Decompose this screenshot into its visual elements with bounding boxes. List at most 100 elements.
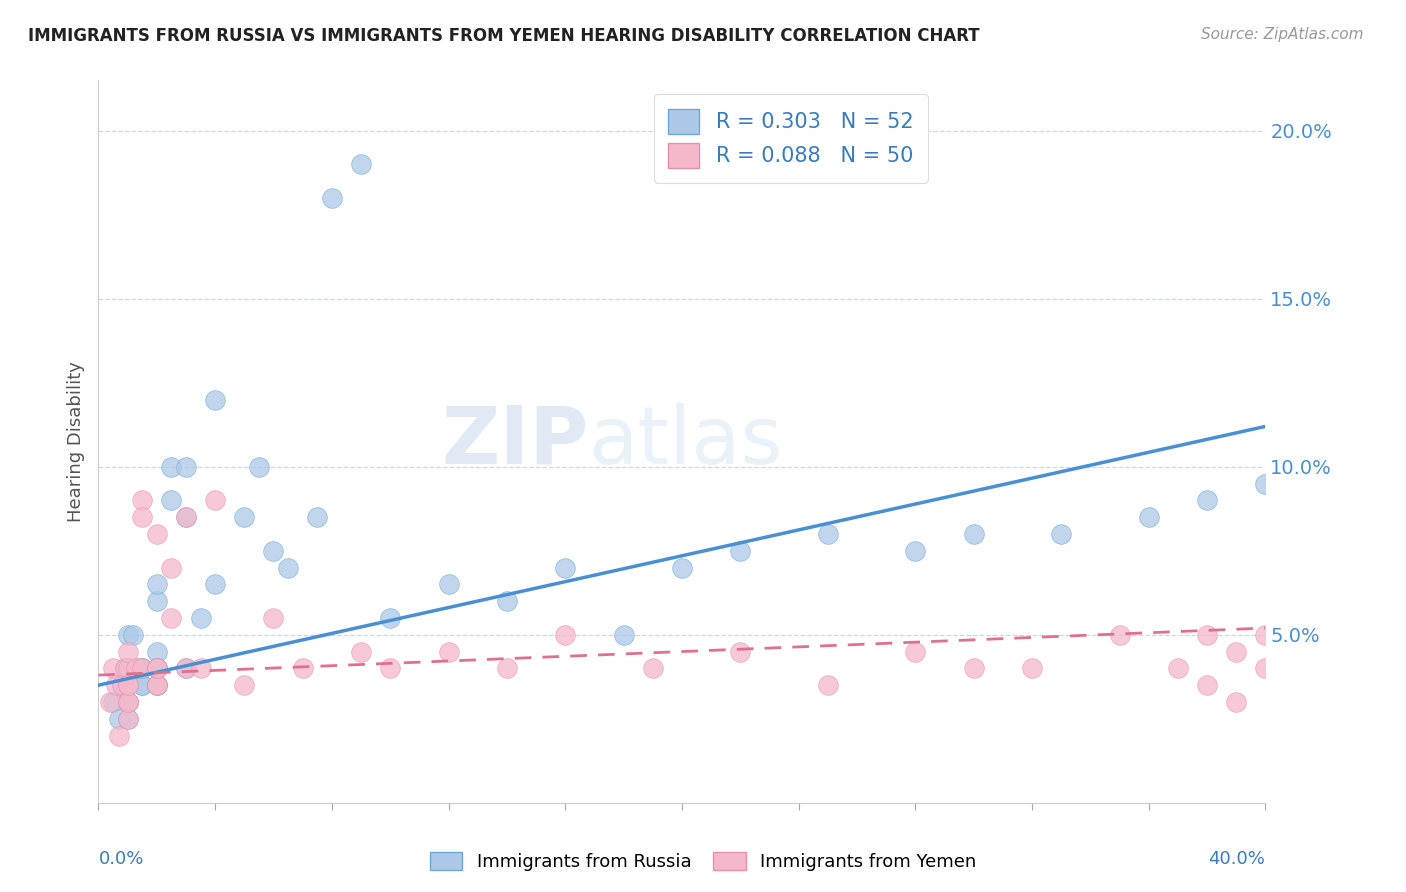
Point [117, 695, 139, 709]
Point [204, 392, 226, 407]
Point [437, 644, 460, 658]
Point [131, 678, 153, 692]
Point [174, 459, 197, 474]
Point [122, 628, 145, 642]
Point [160, 611, 183, 625]
Point [117, 644, 139, 658]
Point [117, 678, 139, 692]
Point [1254, 476, 1277, 491]
Text: Source: ZipAtlas.com: Source: ZipAtlas.com [1201, 27, 1364, 42]
Point [380, 661, 402, 675]
Point [104, 678, 127, 692]
Point [174, 510, 197, 524]
Point [131, 661, 153, 675]
Point [1254, 628, 1277, 642]
Point [233, 510, 256, 524]
Point [117, 712, 139, 726]
Point [146, 661, 169, 675]
Point [1167, 661, 1189, 675]
Legend: R = 0.303   N = 52, R = 0.088   N = 50: R = 0.303 N = 52, R = 0.088 N = 50 [654, 95, 928, 183]
Point [291, 661, 314, 675]
Point [131, 678, 153, 692]
Text: 40.0%: 40.0% [1209, 850, 1265, 868]
Point [496, 661, 519, 675]
Point [146, 644, 169, 658]
Point [1225, 695, 1247, 709]
Point [117, 695, 139, 709]
Point [146, 678, 169, 692]
Point [131, 661, 153, 675]
Text: atlas: atlas [589, 402, 783, 481]
Point [1195, 678, 1218, 692]
Point [108, 712, 131, 726]
Point [146, 577, 169, 591]
Point [108, 729, 131, 743]
Point [125, 661, 148, 675]
Point [380, 611, 402, 625]
Point [125, 661, 148, 675]
Point [114, 661, 136, 675]
Point [117, 695, 139, 709]
Point [160, 459, 183, 474]
Text: 0.0%: 0.0% [98, 850, 143, 868]
Point [160, 560, 183, 574]
Point [307, 510, 329, 524]
Point [554, 560, 576, 574]
Point [146, 527, 169, 541]
Point [117, 712, 139, 726]
Text: ZIP: ZIP [441, 402, 589, 481]
Point [146, 678, 169, 692]
Point [1195, 493, 1218, 508]
Point [350, 644, 373, 658]
Text: IMMIGRANTS FROM RUSSIA VS IMMIGRANTS FROM YEMEN HEARING DISABILITY CORRELATION C: IMMIGRANTS FROM RUSSIA VS IMMIGRANTS FRO… [28, 27, 980, 45]
Point [730, 644, 752, 658]
Point [111, 678, 134, 692]
Point [671, 560, 693, 574]
Point [904, 644, 927, 658]
Point [730, 543, 752, 558]
Point [1108, 628, 1130, 642]
Point [117, 678, 139, 692]
Point [146, 661, 169, 675]
Point [146, 678, 169, 692]
Point [262, 611, 284, 625]
Point [1137, 510, 1160, 524]
Point [117, 661, 139, 675]
Point [277, 560, 299, 574]
Y-axis label: Hearing Disability: Hearing Disability [66, 361, 84, 522]
Point [101, 695, 124, 709]
Point [1050, 527, 1073, 541]
Point [101, 661, 124, 675]
Point [962, 527, 984, 541]
Point [437, 577, 460, 591]
Point [117, 661, 139, 675]
Point [98, 695, 121, 709]
Point [1021, 661, 1043, 675]
Point [817, 527, 839, 541]
Point [204, 493, 226, 508]
Point [247, 459, 270, 474]
Point [174, 661, 197, 675]
Point [117, 628, 139, 642]
Point [350, 157, 373, 171]
Point [1195, 628, 1218, 642]
Point [612, 628, 634, 642]
Point [962, 661, 984, 675]
Point [1254, 661, 1277, 675]
Point [131, 510, 153, 524]
Point [146, 661, 169, 675]
Point [204, 577, 226, 591]
Point [554, 628, 576, 642]
Point [117, 678, 139, 692]
Point [190, 661, 212, 675]
Point [1225, 644, 1247, 658]
Point [233, 678, 256, 692]
Point [131, 493, 153, 508]
Point [496, 594, 519, 608]
Point [262, 543, 284, 558]
Point [174, 510, 197, 524]
Point [131, 661, 153, 675]
Point [174, 661, 197, 675]
Point [114, 661, 136, 675]
Point [904, 543, 927, 558]
